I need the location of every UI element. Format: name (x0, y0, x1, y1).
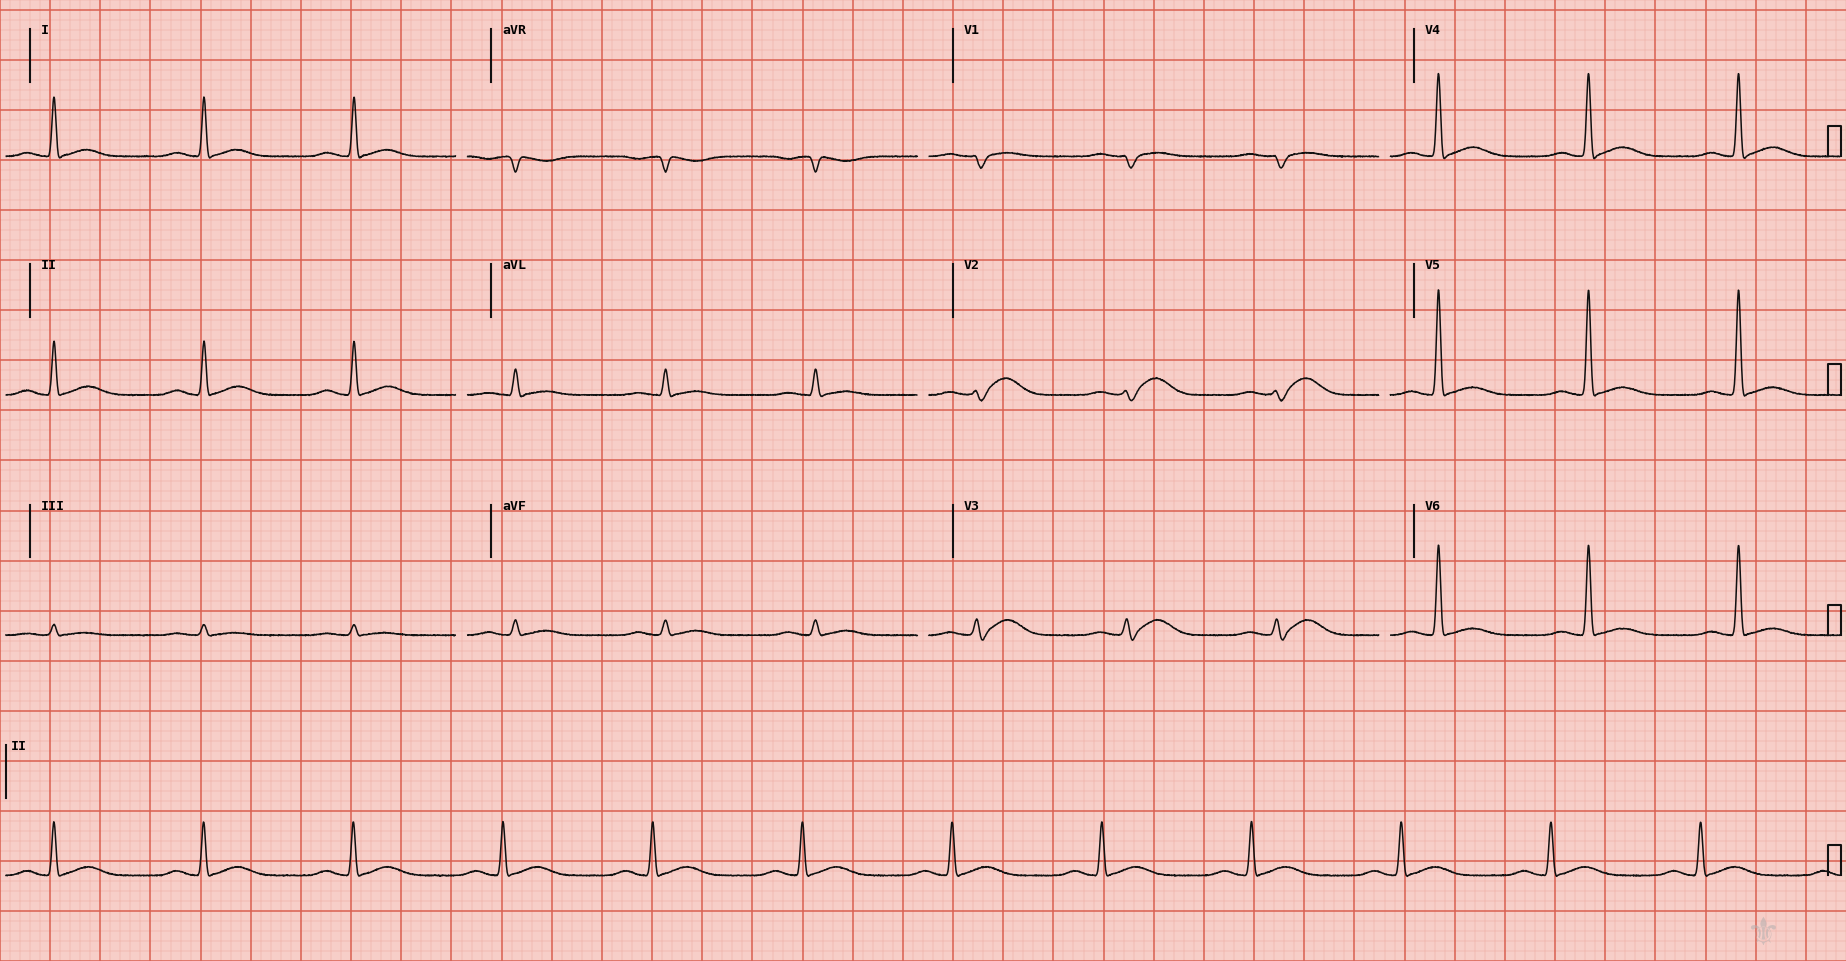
Text: I: I (41, 24, 48, 37)
Text: V3: V3 (964, 500, 980, 513)
Text: V6: V6 (1425, 500, 1442, 513)
Text: aVL: aVL (502, 259, 526, 273)
Text: V2: V2 (964, 259, 980, 273)
Text: II: II (41, 259, 57, 273)
Text: aVR: aVR (502, 24, 526, 37)
Text: II: II (11, 740, 28, 753)
Text: III: III (41, 500, 65, 513)
Text: ⚜: ⚜ (1746, 915, 1780, 953)
Text: V5: V5 (1425, 259, 1442, 273)
Text: V4: V4 (1425, 24, 1442, 37)
Text: V1: V1 (964, 24, 980, 37)
Text: aVF: aVF (502, 500, 526, 513)
